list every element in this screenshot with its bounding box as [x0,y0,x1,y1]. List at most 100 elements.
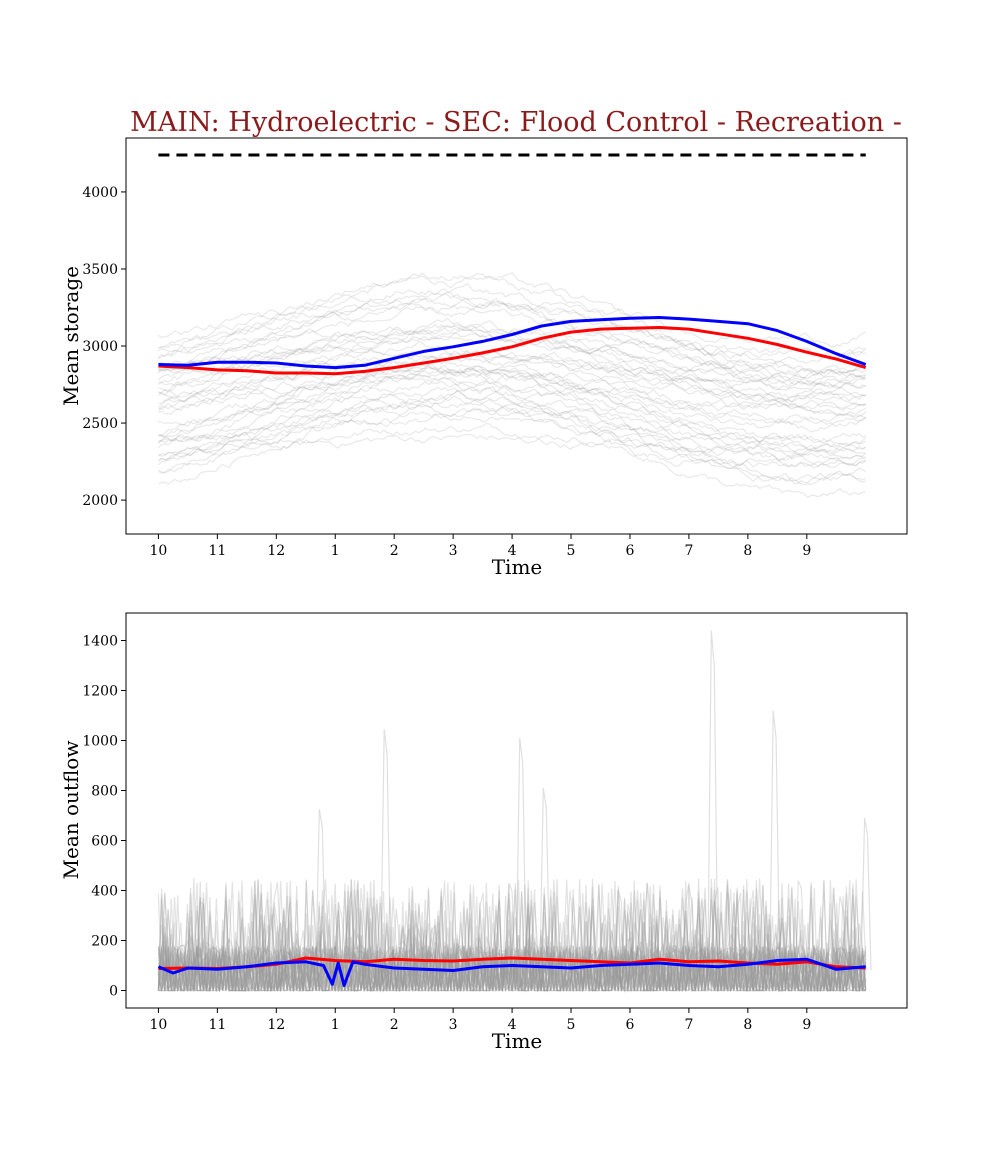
storage-axes-frame [125,137,908,535]
ensemble-run-line [158,390,866,499]
x-tick-label: 4 [508,543,517,559]
ensemble-run-line [158,341,866,412]
ensemble-spike-line [707,630,719,976]
ensemble-run-line [157,878,867,993]
ensemble-run-line [158,882,867,993]
x-tick-label: 6 [626,543,635,559]
y-tick-label: 400 [91,884,118,900]
ensemble-run-line [158,306,866,374]
ensemble-run-line [158,273,866,364]
x-tick-label: 11 [208,1017,226,1033]
y-tick-label: 1000 [82,734,118,750]
ensemble-run-line [158,320,867,386]
ensemble-run-line [157,880,866,993]
ensemble-run-line [158,352,866,403]
ensemble-run-line [158,390,866,486]
ensemble-run-line [157,880,867,993]
y-tick-label: 1200 [82,684,118,700]
ensemble-spike-line [315,809,327,976]
ensemble-run-line [157,879,867,993]
ensemble-run-line [157,879,867,993]
x-tick-label: 3 [449,543,458,559]
ensemble-run-line [157,380,866,460]
ensemble-run-line [158,291,866,361]
ensemble-run-line [158,347,867,426]
ensemble-run-line [158,297,867,348]
y-tick-label: 4000 [82,185,118,201]
ensemble-run-line [157,373,866,485]
ensemble-run-line [157,272,867,375]
ensemble-run-line [157,881,867,993]
ensemble-run-line [158,878,867,993]
ensemble-run-line [157,879,867,993]
outflow-axes-frame [125,612,908,1009]
ensemble-spike-line [539,787,551,976]
ensemble-run-line [157,882,867,993]
ensemble-run-line [158,292,866,388]
ensemble-run-line [158,363,867,451]
storage-ensemble-lines [157,272,867,499]
ensemble-run-line [158,323,866,410]
outflow-x-axis-label: Time [492,1029,543,1053]
x-tick-label: 12 [267,543,285,559]
ensemble-spike-line [515,737,527,976]
ensemble-run-line [158,433,866,470]
x-tick-label: 9 [802,1017,811,1033]
x-tick-label: 7 [684,1017,693,1033]
ensemble-run-line [157,332,866,391]
y-tick-label: 3000 [82,339,118,355]
ensemble-run-line [157,366,866,406]
y-tick-label: 800 [91,784,118,800]
x-tick-label: 1 [331,543,340,559]
ensemble-spike-line [860,817,872,976]
outflow-x-ticks: 10 11 12 1 2 3 4 5 6 7 8 9 [150,1008,811,1033]
x-tick-label: 11 [208,543,226,559]
x-tick-label: 2 [390,1017,399,1033]
ensemble-run-line [157,878,867,993]
ensemble-run-line [158,879,866,993]
blue-series-line [157,957,866,987]
x-tick-label: 8 [743,1017,752,1033]
y-tick-label: 200 [91,934,118,950]
ensemble-run-line [158,366,866,433]
ensemble-run-line [158,376,866,444]
x-tick-label: 4 [508,1017,517,1033]
storage-y-axis-label: Mean storage [59,266,83,406]
ensemble-run-line [157,879,867,993]
ensemble-run-line [158,364,867,446]
ensemble-run-line [158,301,866,381]
outflow-series-lines [157,956,866,987]
y-tick-label: 2000 [82,493,118,509]
outflow-y-ticks: 0 200 400 600 800 1000 1200 1400 [82,634,126,1000]
ensemble-run-line [157,878,866,993]
x-tick-label: 9 [802,543,811,559]
ensemble-run-line [158,282,867,377]
storage-y-ticks: 2000 2500 3000 3500 4000 [82,185,126,509]
storage-series-lines [158,316,867,376]
ensemble-run-line [157,330,866,387]
ensemble-run-line [157,880,867,993]
ensemble-spike-line [380,729,392,976]
ensemble-run-line [158,408,867,462]
ensemble-run-line [158,351,867,391]
y-tick-label: 2500 [82,416,118,432]
x-tick-label: 2 [390,543,399,559]
storage-panel: MAIN: Hydroelectric - SEC: Flood Control… [59,107,908,579]
ensemble-run-line [158,880,867,993]
y-tick-label: 1400 [82,634,118,650]
ensemble-run-line [157,884,866,993]
ensemble-run-line [158,368,867,418]
ensemble-run-line [158,389,866,451]
y-tick-label: 3500 [82,262,118,278]
x-tick-label: 5 [567,543,576,559]
ensemble-run-line [157,878,867,993]
outflow-y-axis-label: Mean outflow [59,741,83,880]
y-tick-label: 0 [109,984,118,1000]
chart-title: MAIN: Hydroelectric - SEC: Flood Control… [130,107,902,138]
outflow-ensemble-lines [157,630,872,993]
ensemble-run-line [157,882,867,993]
red-series-line [158,326,867,376]
ensemble-run-line [157,364,867,427]
ensemble-run-line [158,356,866,420]
